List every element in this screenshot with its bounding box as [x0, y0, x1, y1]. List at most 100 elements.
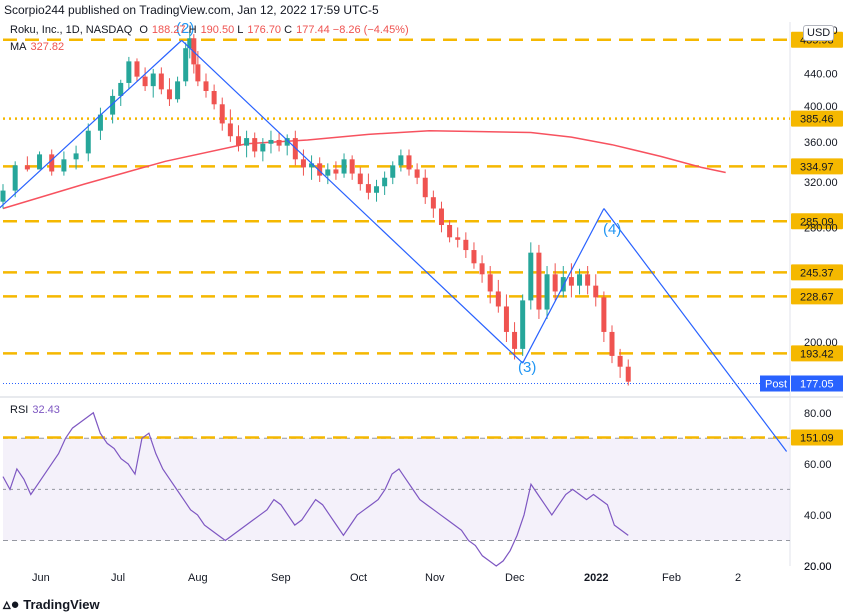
price-tick-label: 360.00 — [804, 137, 838, 149]
candle-body — [276, 139, 282, 146]
candle-body — [568, 277, 574, 286]
tradingview-logo: ▵● TradingView — [3, 595, 100, 613]
candle-body — [219, 104, 225, 124]
currency-button[interactable]: USD — [803, 25, 835, 41]
candle-body — [118, 82, 124, 96]
post-label: Post — [765, 379, 787, 391]
candle-body — [463, 239, 469, 251]
candle-body — [577, 274, 583, 286]
ma-legend: MA 327.82 — [10, 41, 64, 53]
time-tick-label: Oct — [350, 572, 367, 584]
candle-body — [110, 95, 116, 115]
candle-body — [495, 291, 501, 307]
candle-body — [479, 263, 485, 275]
candle-body — [414, 169, 420, 178]
time-tick-label: Dec — [505, 572, 525, 584]
candle-body — [0, 190, 6, 202]
open-label: O — [139, 24, 148, 36]
candle-body — [211, 90, 217, 105]
candle-body — [341, 159, 347, 174]
time-tick-label: 2 — [735, 572, 741, 584]
change-value: −8.26 (−4.45%) — [332, 24, 409, 36]
candle-body — [544, 274, 550, 310]
candle-body — [447, 225, 453, 238]
level-label: 245.37 — [800, 267, 834, 279]
price-pane — [0, 22, 843, 396]
candle-body — [12, 165, 18, 191]
wave-label: (2) — [176, 20, 194, 37]
rsi-tick-label: 20.00 — [804, 561, 832, 573]
high-value: 190.50 — [200, 24, 235, 36]
candle-body — [85, 130, 91, 154]
level-label-bg — [791, 158, 843, 175]
candle-body — [349, 159, 355, 174]
post-badge-bg — [760, 375, 790, 392]
price-legend: Roku, Inc., 1D, NASDAQ O 188.27 H 190.50 L… — [10, 24, 409, 36]
candle-body — [49, 154, 55, 172]
candle-body — [150, 73, 156, 87]
time-tick-label: Sep — [271, 572, 291, 584]
time-tick-label: Nov — [425, 572, 445, 584]
candle-body — [471, 250, 477, 264]
candle-body — [284, 138, 290, 146]
candle-body — [309, 163, 315, 168]
candle-body — [134, 61, 140, 77]
wave-label: (4) — [603, 221, 621, 238]
candle-body — [203, 81, 209, 91]
candle-body — [37, 154, 43, 170]
candle-body — [268, 139, 274, 144]
rsi-tick-label: 40.00 — [804, 510, 832, 522]
trendline — [0, 39, 183, 209]
level-label: 385.46 — [800, 114, 834, 126]
level-label-bg — [791, 213, 843, 230]
candle-body — [503, 306, 509, 332]
low-label: L — [237, 24, 244, 36]
candle-body — [73, 153, 79, 160]
candle-body — [601, 297, 607, 332]
candle-body — [325, 169, 331, 176]
candle-body — [158, 73, 164, 90]
candle-body — [625, 366, 631, 382]
candle-body — [528, 252, 534, 301]
level-label-bg — [791, 110, 843, 127]
brand-name: TradingView — [23, 597, 100, 612]
candle-body — [487, 274, 493, 292]
candle-body — [235, 136, 241, 146]
time-tick-label: Aug — [188, 572, 208, 584]
post-price-value: 177.05 — [800, 379, 834, 391]
wave-label: (3) — [518, 359, 536, 376]
trendline — [603, 208, 788, 452]
close-label: C — [284, 24, 293, 36]
candle-body — [609, 331, 615, 356]
ma-value: 327.82 — [30, 41, 65, 53]
price-tick-label: 440.00 — [804, 69, 838, 81]
level-label-bg — [791, 345, 843, 362]
level-label-bg — [791, 429, 843, 446]
open-value: 188.27 — [151, 24, 186, 36]
candle-body — [175, 81, 181, 100]
post-price-bg — [791, 375, 843, 392]
candle-body — [357, 173, 363, 185]
candle-body — [512, 331, 518, 349]
tv-logo-icon: ▵● — [3, 596, 20, 613]
time-tick-label: Feb — [662, 572, 681, 584]
price-tick-label: 280.00 — [804, 222, 838, 234]
level-label: 193.42 — [800, 348, 834, 360]
rsi-tick-label: 60.00 — [804, 459, 832, 471]
high-label: H — [188, 24, 197, 36]
low-value: 176.70 — [247, 24, 282, 36]
candle-body — [422, 177, 428, 198]
candle-body — [617, 355, 623, 367]
candle-body — [333, 169, 339, 174]
candle-body — [300, 159, 306, 168]
candle-body — [438, 208, 444, 226]
candle-body — [244, 138, 250, 146]
ma-label: MA — [10, 41, 27, 53]
level-label: 228.67 — [800, 291, 834, 303]
rsi-legend: RSI 32.43 — [10, 404, 60, 416]
level-label: 285.09 — [800, 216, 834, 228]
time-tick-label: Jul — [111, 572, 125, 584]
candle-body — [365, 184, 371, 193]
price-tick-label: 400.00 — [804, 101, 838, 113]
